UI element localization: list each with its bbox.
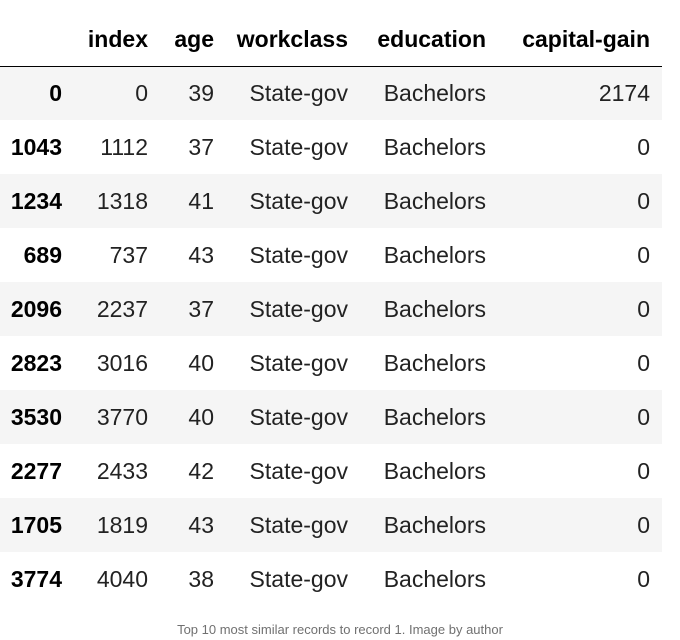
table-cell-age: 40 [188,403,214,430]
table-cell-workclass: State-gov [249,511,348,538]
table-cell-age: 38 [188,565,214,592]
table-cell-age: 40 [188,349,214,376]
table-row: 0 0 39 State-gov Bachelors 2174 [0,66,662,120]
row-label: 3774 [10,565,62,592]
table-cell-workclass: State-gov [249,295,348,322]
header-row: index age workclass education capital-gain [0,14,662,67]
table-cell-capital-gain: 0 [637,133,650,160]
table-cell-index: 737 [109,241,148,268]
table-cell-education: Bachelors [383,511,486,538]
row-label: 689 [23,241,62,268]
table-row: 2823 3016 40 State-gov Bachelors 0 [0,336,662,390]
table-row: 1705 1819 43 State-gov Bachelors 0 [0,498,662,552]
figure-caption: Top 10 most similar records to record 1.… [177,622,503,637]
table-cell-age: 42 [188,457,214,484]
table-row: 689 737 43 State-gov Bachelors 0 [0,228,662,282]
table-cell-index: 3016 [96,349,148,376]
table-cell-age: 43 [188,511,214,538]
table-cell-capital-gain: 0 [637,457,650,484]
table-cell-capital-gain: 0 [637,241,650,268]
table-cell-education: Bachelors [383,241,486,268]
table-cell-workclass: State-gov [249,79,348,106]
header-cell-education: education [360,14,498,67]
row-label: 1705 [10,511,62,538]
table-cell-index: 1318 [96,187,148,214]
table-cell-education: Bachelors [383,349,486,376]
table-cell-education: Bachelors [383,79,486,106]
table-row: 2277 2433 42 State-gov Bachelors 0 [0,444,662,498]
table-cell-workclass: State-gov [249,403,348,430]
table-cell-capital-gain: 0 [637,187,650,214]
table-cell-workclass: State-gov [249,133,348,160]
table-cell-index: 2433 [96,457,148,484]
table-row: 1043 1112 37 State-gov Bachelors 0 [0,120,662,174]
table-cell-workclass: State-gov [249,457,348,484]
table-cell-capital-gain: 2174 [598,79,650,106]
table-row: 1234 1318 41 State-gov Bachelors 0 [0,174,662,228]
table-body: 0 0 39 State-gov Bachelors 2174 1043 1112 37 Stat… [0,66,662,606]
table-cell-education: Bachelors [383,295,486,322]
table-cell-index: 1819 [96,511,148,538]
table-cell-education: Bachelors [383,457,486,484]
table-cell-workclass: State-gov [249,241,348,268]
table-row: 2096 2237 37 State-gov Bachelors 0 [0,282,662,336]
table-cell-workclass: State-gov [249,565,348,592]
row-label: 2823 [10,349,62,376]
table-cell-age: 43 [188,241,214,268]
table-cell-index: 4040 [96,565,148,592]
similar-records-table: index age workclass education capital-gain 0… [0,14,662,606]
table-cell-workclass: State-gov [249,187,348,214]
table-cell-education: Bachelors [383,403,486,430]
row-label: 1234 [10,187,62,214]
header-cell-row-index [0,14,74,67]
row-label: 2277 [10,457,62,484]
table-cell-capital-gain: 0 [637,349,650,376]
dataframe-figure: index age workclass education capital-gain 0… [0,14,662,606]
table-cell-age: 39 [188,79,214,106]
row-label: 0 [49,79,62,106]
table-cell-index: 0 [135,79,148,106]
table-cell-education: Bachelors [383,133,486,160]
row-label: 2096 [10,295,62,322]
table-cell-capital-gain: 0 [637,565,650,592]
table-cell-index: 3770 [96,403,148,430]
table-cell-index: 2237 [96,295,148,322]
table-cell-index: 1112 [100,133,148,160]
table-cell-age: 41 [188,187,214,214]
table-cell-capital-gain: 0 [637,403,650,430]
table-header: index age workclass education capital-gain [0,14,662,67]
header-cell-index: index [74,14,160,67]
table-cell-age: 37 [188,295,214,322]
table-cell-workclass: State-gov [249,349,348,376]
row-label: 3530 [10,403,62,430]
table-cell-capital-gain: 0 [637,295,650,322]
header-cell-age: age [160,14,226,67]
table-row: 3530 3770 40 State-gov Bachelors 0 [0,390,662,444]
header-cell-workclass: workclass [226,14,360,67]
table-cell-capital-gain: 0 [637,511,650,538]
table-row: 3774 4040 38 State-gov Bachelors 0 [0,552,662,606]
table-cell-education: Bachelors [383,565,486,592]
row-label: 1043 [10,133,62,160]
header-cell-capital-gain: capital-gain [498,14,662,67]
table-cell-education: Bachelors [383,187,486,214]
table-cell-age: 37 [188,133,214,160]
